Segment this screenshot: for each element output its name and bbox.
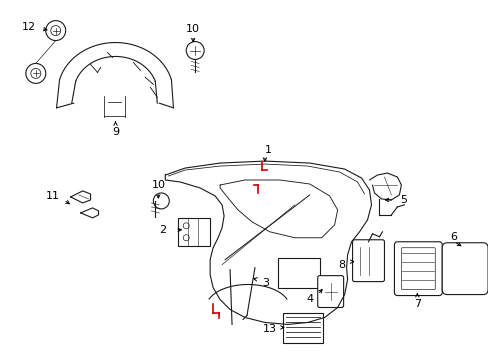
Text: 9: 9 <box>112 127 119 137</box>
Text: 5: 5 <box>399 195 406 205</box>
Text: 3: 3 <box>262 278 269 288</box>
FancyBboxPatch shape <box>178 218 210 246</box>
FancyBboxPatch shape <box>317 276 343 307</box>
Text: 7: 7 <box>413 298 420 309</box>
FancyBboxPatch shape <box>277 258 319 288</box>
FancyBboxPatch shape <box>352 240 384 282</box>
Text: 4: 4 <box>305 293 313 303</box>
Text: 10: 10 <box>151 180 165 190</box>
Text: 11: 11 <box>46 191 60 201</box>
FancyBboxPatch shape <box>394 242 441 296</box>
FancyBboxPatch shape <box>401 248 434 289</box>
Text: 13: 13 <box>263 324 276 334</box>
FancyBboxPatch shape <box>282 314 322 343</box>
Text: 2: 2 <box>159 225 165 235</box>
FancyBboxPatch shape <box>441 243 487 294</box>
Text: 6: 6 <box>450 232 457 242</box>
Text: 1: 1 <box>264 145 271 155</box>
Text: 12: 12 <box>22 22 36 32</box>
Text: 10: 10 <box>186 24 200 33</box>
Text: 8: 8 <box>337 260 345 270</box>
